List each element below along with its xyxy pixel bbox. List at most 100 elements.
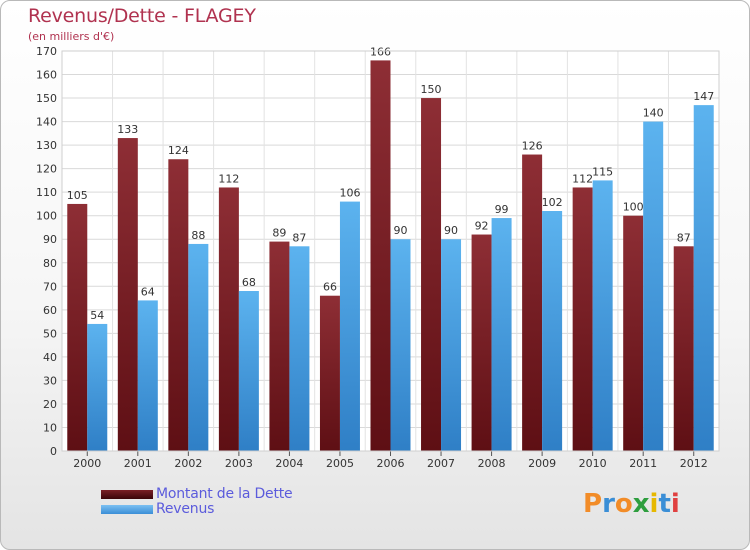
x-tick-label: 2006 xyxy=(377,457,405,470)
bar-debt xyxy=(168,159,189,451)
legend: Montant de la Dette Revenus xyxy=(101,486,361,517)
x-tick-label: 2011 xyxy=(629,457,657,470)
bar-debt xyxy=(319,295,340,451)
bar-debt xyxy=(117,138,138,451)
y-tick-label: 90 xyxy=(43,233,57,246)
y-tick-label: 30 xyxy=(43,374,57,387)
value-label-debt: 166 xyxy=(370,45,391,58)
value-label-revenue: 115 xyxy=(592,165,613,178)
logo-letter: i xyxy=(670,489,680,519)
logo-letter: o xyxy=(614,489,633,519)
x-tick-label: 2005 xyxy=(326,457,354,470)
value-label-debt: 126 xyxy=(522,140,543,153)
value-label-debt: 112 xyxy=(218,172,239,185)
bar-debt xyxy=(673,246,694,451)
x-tick-label: 2004 xyxy=(275,457,303,470)
value-label-revenue: 90 xyxy=(394,224,408,237)
bar-debt xyxy=(67,203,88,451)
value-labels: 105 54 133 64 124 88 112 68 89 87 66 106 166 90 150 90 9… xyxy=(67,45,714,322)
legend-swatch-revenue xyxy=(101,505,153,514)
bar-debt xyxy=(421,98,442,451)
bar-revenue xyxy=(441,239,462,451)
value-label-debt: 89 xyxy=(272,227,286,240)
x-tick-label: 2007 xyxy=(427,457,455,470)
x-tick-label: 2009 xyxy=(528,457,556,470)
value-label-revenue: 90 xyxy=(444,224,458,237)
bar-revenue xyxy=(592,180,613,452)
x-tick-label: 2000 xyxy=(73,457,101,470)
y-tick-label: 140 xyxy=(36,116,57,129)
legend-item-debt: Montant de la Dette xyxy=(101,486,361,502)
value-label-debt: 92 xyxy=(475,220,489,233)
bar-revenue xyxy=(643,121,664,452)
value-label-debt: 133 xyxy=(117,123,138,136)
y-tick-label: 120 xyxy=(36,163,57,176)
y-tick-label: 100 xyxy=(36,210,57,223)
value-label-debt: 150 xyxy=(421,83,442,96)
logo-letter: P xyxy=(583,489,603,519)
bar-revenue xyxy=(542,211,563,451)
y-tick-label: 110 xyxy=(36,186,57,199)
bar-debt xyxy=(370,60,391,451)
legend-item-revenue: Revenus xyxy=(101,501,361,517)
y-tick-label: 0 xyxy=(50,445,57,458)
y-tick-label: 10 xyxy=(43,421,57,434)
y-tick-label: 130 xyxy=(36,139,57,152)
y-tick-label: 160 xyxy=(36,69,57,82)
axes: 0 10 20 30 40 50 60 70 80 90 100 110 120 130 140 150 160… xyxy=(36,45,720,470)
bar-revenue xyxy=(491,218,512,451)
value-label-revenue: 88 xyxy=(191,229,205,242)
value-label-revenue: 140 xyxy=(643,107,664,120)
y-tick-label: 60 xyxy=(43,304,57,317)
bar-debt xyxy=(522,154,543,451)
bar-revenue xyxy=(339,201,360,451)
logo-letter: r xyxy=(602,489,615,519)
legend-label-revenue: Revenus xyxy=(156,501,215,517)
value-label-debt: 124 xyxy=(168,144,189,157)
bars xyxy=(67,60,714,452)
legend-swatch-debt xyxy=(101,490,153,499)
bar-debt xyxy=(471,234,492,451)
x-tick-label: 2010 xyxy=(579,457,607,470)
y-tick-label: 20 xyxy=(43,398,57,411)
plot-border xyxy=(61,50,720,452)
bar-revenue xyxy=(390,239,411,451)
value-label-revenue: 147 xyxy=(693,90,714,103)
chart-subtitle: (en milliers d'€) xyxy=(28,30,115,43)
bar-debt xyxy=(218,187,239,451)
bar-revenue xyxy=(137,300,158,451)
bar-revenue xyxy=(188,243,209,451)
value-label-debt: 112 xyxy=(572,172,593,185)
y-tick-label: 40 xyxy=(43,351,57,364)
y-tick-label: 70 xyxy=(43,280,57,293)
x-tick-label: 2012 xyxy=(680,457,708,470)
value-label-revenue: 64 xyxy=(141,285,155,298)
value-label-revenue: 54 xyxy=(90,309,104,322)
value-label-revenue: 99 xyxy=(495,203,509,216)
bar-debt xyxy=(572,187,593,451)
bar-debt xyxy=(269,241,290,451)
value-label-debt: 100 xyxy=(623,201,644,214)
bar-revenue xyxy=(87,323,108,451)
logo-letter: i xyxy=(649,489,659,519)
y-tick-label: 80 xyxy=(43,257,57,270)
logo-letter: t xyxy=(658,489,671,519)
logo-letter: x xyxy=(632,489,650,519)
bar-debt xyxy=(623,215,644,451)
value-label-revenue: 68 xyxy=(242,276,256,289)
value-label-debt: 105 xyxy=(67,189,88,202)
x-tick-label: 2001 xyxy=(124,457,152,470)
bar-revenue xyxy=(693,105,714,451)
x-tick-label: 2002 xyxy=(174,457,202,470)
value-label-revenue: 87 xyxy=(292,231,306,244)
chart-title: Revenus/Dette - FLAGEY xyxy=(28,5,256,27)
value-label-revenue: 102 xyxy=(542,196,563,209)
legend-label-debt: Montant de la Dette xyxy=(156,486,293,502)
x-tick-label: 2008 xyxy=(478,457,506,470)
y-tick-label: 50 xyxy=(43,327,57,340)
y-tick-label: 150 xyxy=(36,92,57,105)
bar-revenue xyxy=(289,246,310,451)
bar-revenue xyxy=(238,291,259,451)
